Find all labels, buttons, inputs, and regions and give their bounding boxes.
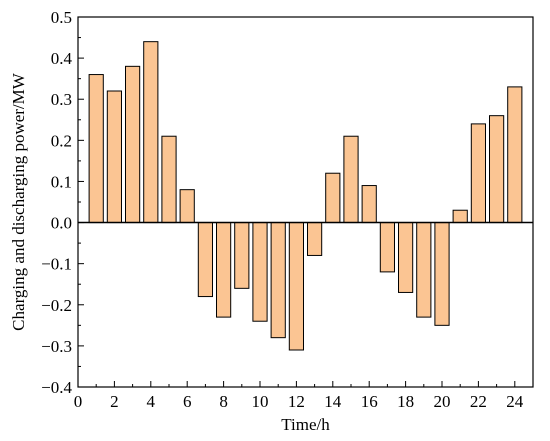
bar-hour-23 [489, 115, 505, 224]
bar-hour-2 [106, 90, 122, 224]
x-tick-label: 4 [147, 392, 156, 411]
bar-hour-17 [379, 222, 395, 273]
y-tick-label: 0.1 [51, 172, 72, 191]
x-axis-ticks: 0 2 4 6 8 10 12 14 16 18 20 22 24 [74, 381, 524, 411]
bar-hour-9 [234, 222, 250, 289]
bar-hour-21 [452, 209, 468, 224]
bar-hour-13 [307, 222, 323, 256]
bar-hour-12 [288, 222, 304, 351]
x-tick-label: 14 [324, 392, 342, 411]
bar-hour-18 [398, 222, 414, 293]
bar-hour-16 [361, 185, 377, 224]
y-axis-ticks: −0.4 −0.3 −0.2 −0.1 0.0 0.1 0.2 0.3 0.4 0.5 [41, 8, 84, 397]
x-tick-label: 10 [252, 392, 269, 411]
y-tick-label: 0.5 [51, 8, 72, 27]
y-tick-label: −0.1 [41, 255, 72, 274]
y-tick-label: 0.0 [51, 214, 72, 233]
bar-hour-15 [343, 135, 359, 224]
bar-hour-3 [125, 65, 141, 224]
y-tick-label: 0.2 [51, 131, 72, 150]
bar-hour-24 [507, 86, 523, 224]
bar-hour-4 [143, 41, 159, 224]
bar-hour-19 [416, 222, 432, 318]
x-tick-label: 20 [434, 392, 451, 411]
bar-hour-20 [434, 222, 450, 326]
x-tick-label: 2 [110, 392, 119, 411]
y-tick-label: 0.3 [51, 90, 72, 109]
bars-group [88, 41, 523, 351]
bar-hour-6 [179, 189, 195, 224]
x-tick-label: 16 [361, 392, 378, 411]
bar-hour-14 [325, 172, 341, 224]
x-tick-label: 12 [288, 392, 305, 411]
bar-hour-11 [270, 222, 286, 339]
x-tick-label: 6 [183, 392, 192, 411]
bar-hour-5 [161, 135, 177, 224]
bar-hour-1 [88, 74, 104, 224]
y-tick-label: −0.4 [41, 378, 72, 397]
x-axis-label: Time/h [281, 415, 330, 434]
bar-hour-8 [216, 222, 232, 318]
x-tick-label: 18 [397, 392, 414, 411]
bar-hour-22 [470, 123, 486, 224]
x-tick-label: 0 [74, 392, 83, 411]
x-tick-label: 22 [470, 392, 487, 411]
y-tick-label: 0.4 [51, 49, 73, 68]
x-tick-label: 8 [219, 392, 228, 411]
bar-hour-10 [252, 222, 268, 322]
x-tick-label: 24 [506, 392, 524, 411]
y-tick-label: −0.3 [41, 337, 72, 356]
y-axis-label: Charging and discharging power/MW [9, 72, 28, 331]
y-tick-label: −0.2 [41, 296, 72, 315]
bar-hour-7 [197, 222, 213, 298]
